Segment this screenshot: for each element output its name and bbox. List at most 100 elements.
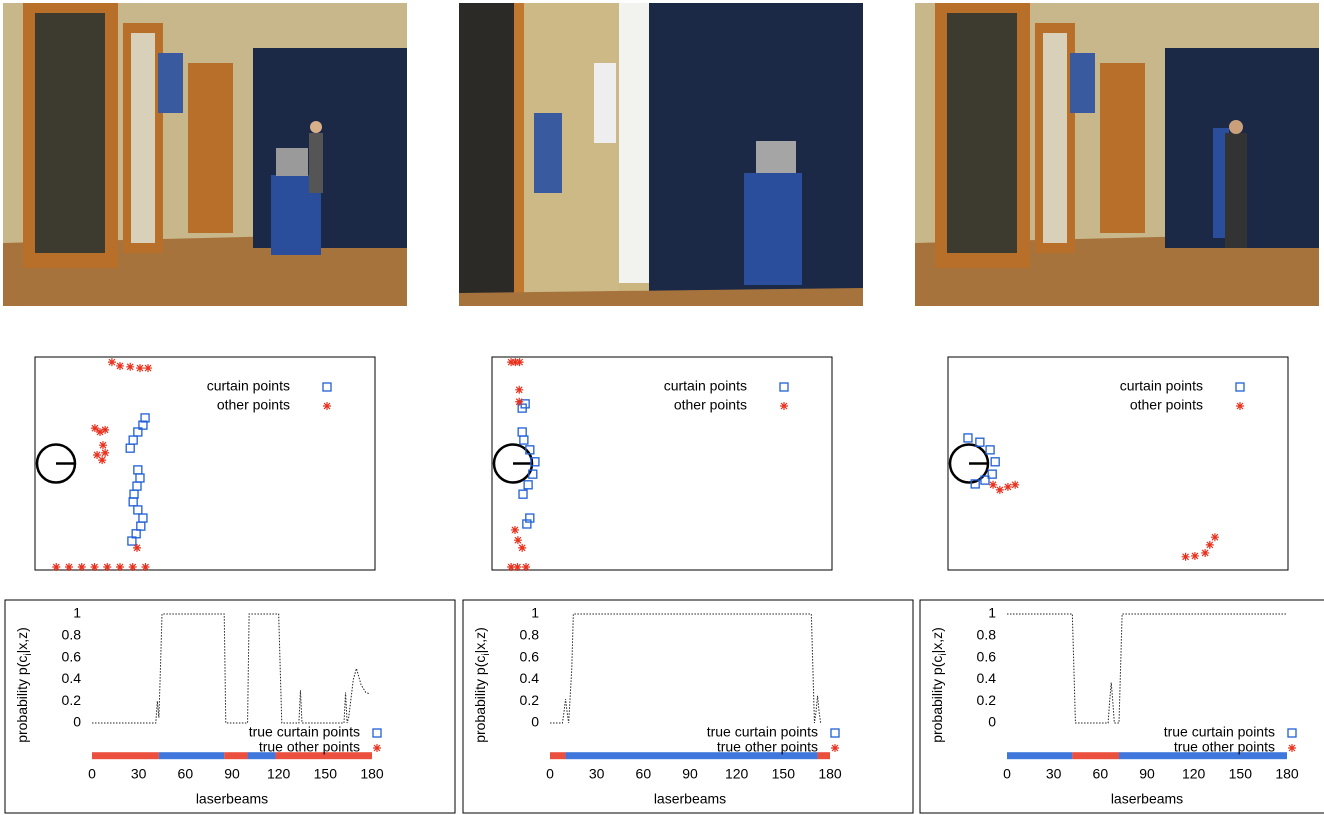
y-axis-label-part: probability p(c — [14, 656, 30, 743]
point — [137, 522, 145, 530]
point — [991, 458, 999, 466]
legend-marker — [1236, 402, 1244, 410]
point — [1004, 483, 1012, 491]
legend-label: true curtain points — [249, 724, 360, 740]
x-axis-label: laserbeams — [1111, 791, 1183, 807]
x-tick-label: 150 — [772, 766, 796, 782]
point — [129, 563, 137, 571]
plot-frame — [35, 357, 375, 570]
photo — [3, 3, 407, 306]
legend-marker — [1236, 383, 1244, 391]
label-range — [1007, 752, 1072, 759]
x-tick-label: 150 — [1229, 766, 1253, 782]
figure: curtain pointsother pointscurtain points… — [0, 0, 1324, 815]
point — [126, 363, 134, 371]
y-tick-label: 1 — [531, 605, 539, 621]
point — [129, 498, 137, 506]
point — [526, 514, 534, 522]
legend-marker — [780, 402, 788, 410]
y-axis-label-part: probability p(c — [929, 656, 945, 743]
legend-label: other points — [1130, 397, 1203, 413]
photo — [459, 3, 863, 306]
legend-label: other points — [217, 397, 290, 413]
point — [996, 486, 1004, 494]
legend-label: curtain points — [1120, 378, 1203, 394]
x-tick-label: 120 — [267, 766, 291, 782]
point — [518, 428, 526, 436]
point — [518, 544, 526, 552]
x-tick-label: 30 — [131, 766, 147, 782]
point — [514, 536, 522, 544]
probability-line — [550, 614, 821, 723]
y-tick-label: 0.8 — [977, 627, 997, 643]
y-tick-label: 0.6 — [520, 648, 540, 664]
plot-area — [950, 445, 988, 483]
y-tick-label: 0.8 — [62, 627, 82, 643]
y-tick-label: 1 — [73, 605, 81, 621]
point — [515, 398, 523, 406]
y-tick-label: 0 — [73, 714, 81, 730]
legend-marker — [373, 729, 381, 737]
point — [516, 358, 524, 366]
point — [134, 506, 142, 514]
x-tick-label: 120 — [725, 766, 749, 782]
y-tick-label: 0.4 — [520, 670, 540, 686]
y-tick-label: 0 — [531, 714, 539, 730]
point — [103, 563, 111, 571]
x-tick-label: 180 — [1275, 766, 1299, 782]
legend-label: true curtain points — [1164, 724, 1275, 740]
point — [142, 563, 150, 571]
legend-marker — [831, 729, 839, 737]
point — [1211, 533, 1219, 541]
point — [133, 482, 141, 490]
x-tick-label: 180 — [360, 766, 384, 782]
point — [133, 544, 141, 552]
x-tick-label: 60 — [636, 766, 652, 782]
legend-label: other points — [674, 397, 747, 413]
legend-marker — [831, 744, 839, 752]
x-axis-label: laserbeams — [196, 791, 268, 807]
point — [91, 563, 99, 571]
legend-marker — [780, 383, 788, 391]
x-tick-label: 0 — [88, 766, 96, 782]
point — [129, 436, 137, 444]
label-range — [224, 752, 247, 759]
point — [126, 444, 134, 452]
x-tick-label: 0 — [1003, 766, 1011, 782]
x-tick-label: 30 — [589, 766, 605, 782]
label-range — [550, 752, 566, 759]
point — [514, 563, 522, 571]
y-tick-label: 0.6 — [977, 648, 997, 664]
legend-marker — [323, 402, 331, 410]
legend-marker — [323, 383, 331, 391]
photo — [915, 3, 1319, 306]
legend-label: true curtain points — [707, 724, 818, 740]
y-tick-label: 0.4 — [977, 670, 997, 686]
point — [1191, 552, 1199, 560]
point — [1182, 553, 1190, 561]
label-range — [818, 752, 830, 759]
point — [130, 490, 138, 498]
point — [523, 520, 531, 528]
y-tick-label: 1 — [988, 605, 996, 621]
point — [99, 441, 107, 449]
x-tick-label: 150 — [314, 766, 338, 782]
point — [52, 563, 60, 571]
y-tick-label: 0.8 — [520, 627, 540, 643]
y-axis-label-part: |x,z) — [472, 627, 488, 653]
y-axis-label-part: |x,z) — [14, 627, 30, 653]
y-axis-label-part: |x,z) — [929, 627, 945, 653]
x-axis-label: laserbeams — [654, 791, 726, 807]
point — [136, 364, 144, 372]
probability-line — [92, 614, 369, 723]
point — [511, 526, 519, 534]
y-tick-label: 0.2 — [520, 692, 540, 708]
point — [989, 481, 997, 489]
point — [108, 358, 116, 366]
label-range — [1072, 752, 1119, 759]
point — [98, 456, 106, 464]
y-tick-label: 0.2 — [62, 692, 82, 708]
point — [1201, 549, 1209, 557]
point — [134, 466, 142, 474]
point — [522, 563, 530, 571]
